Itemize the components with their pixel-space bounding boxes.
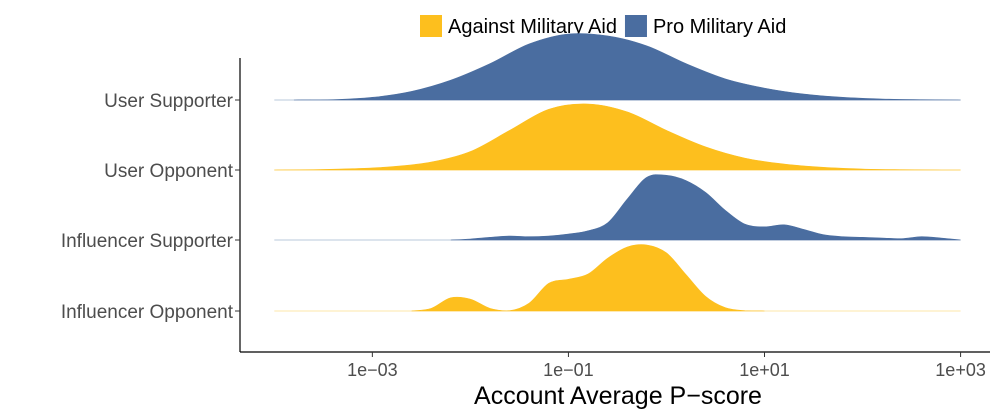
ridges bbox=[274, 33, 961, 312]
legend-label: Against Military Aid bbox=[448, 16, 617, 38]
legend-entry: Against Military Aid bbox=[420, 15, 617, 38]
axes: User Supporter User Opponent Influencer Su… bbox=[61, 58, 990, 380]
legend-swatch bbox=[624, 15, 647, 37]
ridge-user-opponent bbox=[274, 103, 961, 171]
x-tick-label: 1e−01 bbox=[543, 360, 594, 380]
x-tick-label: 1e−03 bbox=[347, 360, 398, 380]
y-tick-label: Influencer Opponent bbox=[61, 302, 234, 323]
x-tick-label: 1e+01 bbox=[739, 360, 790, 380]
legend-entry: Pro Military Aid bbox=[624, 15, 786, 38]
ridge-user-supporter bbox=[274, 33, 961, 101]
ridge-influencer-supporter bbox=[274, 174, 961, 241]
ridge-influencer-opponent bbox=[274, 244, 961, 312]
legend-swatch bbox=[420, 15, 442, 37]
density-area bbox=[274, 103, 961, 171]
x-tick-label: 1e+03 bbox=[935, 360, 986, 380]
legend: Against Military Aid Pro Military Aid bbox=[420, 15, 786, 38]
density-area bbox=[450, 174, 961, 241]
density-area bbox=[411, 244, 765, 312]
x-axis-title: Account Average P−score bbox=[474, 382, 762, 410]
y-tick-label: User Supporter bbox=[104, 91, 234, 112]
legend-label: Pro Military Aid bbox=[653, 16, 786, 38]
y-tick-label: Influencer Supporter bbox=[61, 231, 234, 252]
density-area bbox=[293, 33, 961, 101]
y-tick-label: User Opponent bbox=[104, 161, 234, 182]
